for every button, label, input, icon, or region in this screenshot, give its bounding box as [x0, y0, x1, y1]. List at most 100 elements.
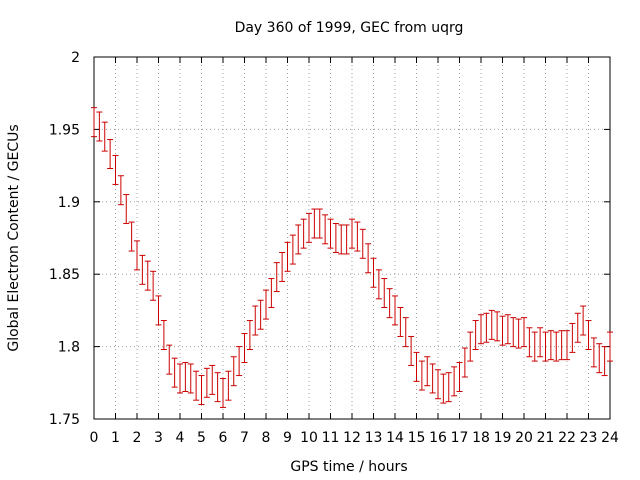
data-series: [91, 107, 613, 408]
x-tick-label: 11: [322, 430, 340, 446]
data-point: [435, 369, 441, 400]
data-point: [300, 218, 307, 249]
data-point: [225, 370, 232, 401]
data-point: [418, 360, 425, 391]
data-point: [284, 241, 291, 272]
data-point: [440, 373, 447, 404]
x-tick-label: 23: [580, 430, 598, 446]
data-point: [510, 317, 517, 348]
y-tick-label: 2: [71, 50, 80, 66]
data-point: [451, 366, 458, 397]
data-point: [107, 139, 114, 169]
x-tick-label: 2: [133, 430, 142, 446]
data-point: [359, 228, 366, 259]
data-point: [386, 288, 393, 319]
data-point: [117, 175, 124, 206]
x-tick-label: 7: [240, 430, 249, 446]
data-point: [316, 208, 323, 239]
data-point: [542, 331, 549, 362]
data-point: [521, 317, 527, 348]
data-point: [295, 224, 302, 255]
data-point: [596, 343, 603, 374]
data-point: [402, 317, 409, 348]
data-point: [467, 331, 474, 362]
x-tick-label: 13: [365, 430, 383, 446]
data-point: [128, 221, 135, 252]
data-point: [257, 299, 264, 330]
data-point: [585, 320, 592, 350]
data-point: [413, 351, 420, 382]
data-point: [354, 221, 361, 252]
data-point: [155, 295, 162, 326]
data-point: [504, 314, 511, 345]
data-point: [461, 347, 468, 378]
x-tick-label: 4: [176, 430, 185, 446]
x-tick-label: 12: [343, 430, 361, 446]
axis-tick-labels: 0 1 2 3 4 5 6 7 8 9 10 11 12 13 14 15 16 17 18 19 20 21 22 23 24…: [49, 50, 619, 446]
data-point: [134, 240, 140, 271]
x-tick-label: 0: [90, 430, 99, 446]
data-point: [101, 121, 108, 152]
data-point: [166, 344, 173, 375]
data-point: [198, 375, 205, 406]
data-point: [601, 346, 608, 377]
data-point: [193, 370, 200, 401]
data-point: [171, 357, 178, 388]
x-tick-label: 8: [262, 430, 271, 446]
y-tick-label: 1.75: [49, 412, 80, 428]
y-tick-label: 1.85: [49, 267, 80, 283]
data-point: [494, 311, 501, 342]
x-tick-label: 24: [601, 430, 619, 446]
data-point: [236, 346, 243, 377]
data-point: [268, 278, 275, 309]
data-point: [230, 356, 237, 387]
data-point: [531, 331, 538, 362]
data-point: [263, 289, 269, 320]
x-tick-label: 19: [494, 430, 512, 446]
data-point: [590, 337, 597, 368]
data-point: [123, 194, 130, 225]
data-point: [246, 320, 253, 350]
x-tick-label: 20: [515, 430, 533, 446]
data-point: [564, 330, 570, 361]
data-point: [472, 320, 479, 350]
data-point: [209, 364, 216, 395]
data-point: [488, 309, 495, 340]
data-point: [311, 208, 318, 239]
x-tick-label: 21: [537, 430, 555, 446]
data-point: [537, 327, 544, 358]
data-point: [408, 335, 415, 366]
chart-title: Day 360 of 1999, GEC from uqrg: [235, 20, 464, 36]
data-point: [139, 254, 146, 285]
x-tick-label: 10: [300, 430, 318, 446]
data-point: [515, 318, 522, 349]
data-point: [182, 362, 189, 392]
data-point: [365, 243, 372, 274]
data-point: [424, 356, 431, 387]
axis-ticks: [93, 56, 611, 420]
x-tick-label: 17: [451, 430, 469, 446]
data-point: [478, 314, 484, 345]
grid-lines: [94, 57, 610, 419]
data-point: [241, 333, 248, 364]
data-point: [569, 322, 576, 353]
data-point: [187, 363, 194, 394]
data-point: [574, 312, 581, 343]
data-point: [547, 330, 554, 361]
data-point: [327, 218, 334, 249]
x-tick-label: 15: [408, 430, 426, 446]
y-tick-label: 1.8: [58, 340, 80, 356]
data-point: [279, 251, 286, 282]
data-point: [456, 362, 463, 392]
data-point: [370, 257, 377, 288]
data-point: [150, 270, 157, 301]
data-point: [273, 262, 280, 293]
y-axis-label: Global Electron Content / GECUs: [6, 124, 22, 351]
data-point: [397, 307, 404, 337]
data-point: [558, 330, 565, 361]
data-point: [338, 224, 345, 255]
x-tick-label: 9: [283, 430, 292, 446]
data-point: [553, 331, 560, 362]
